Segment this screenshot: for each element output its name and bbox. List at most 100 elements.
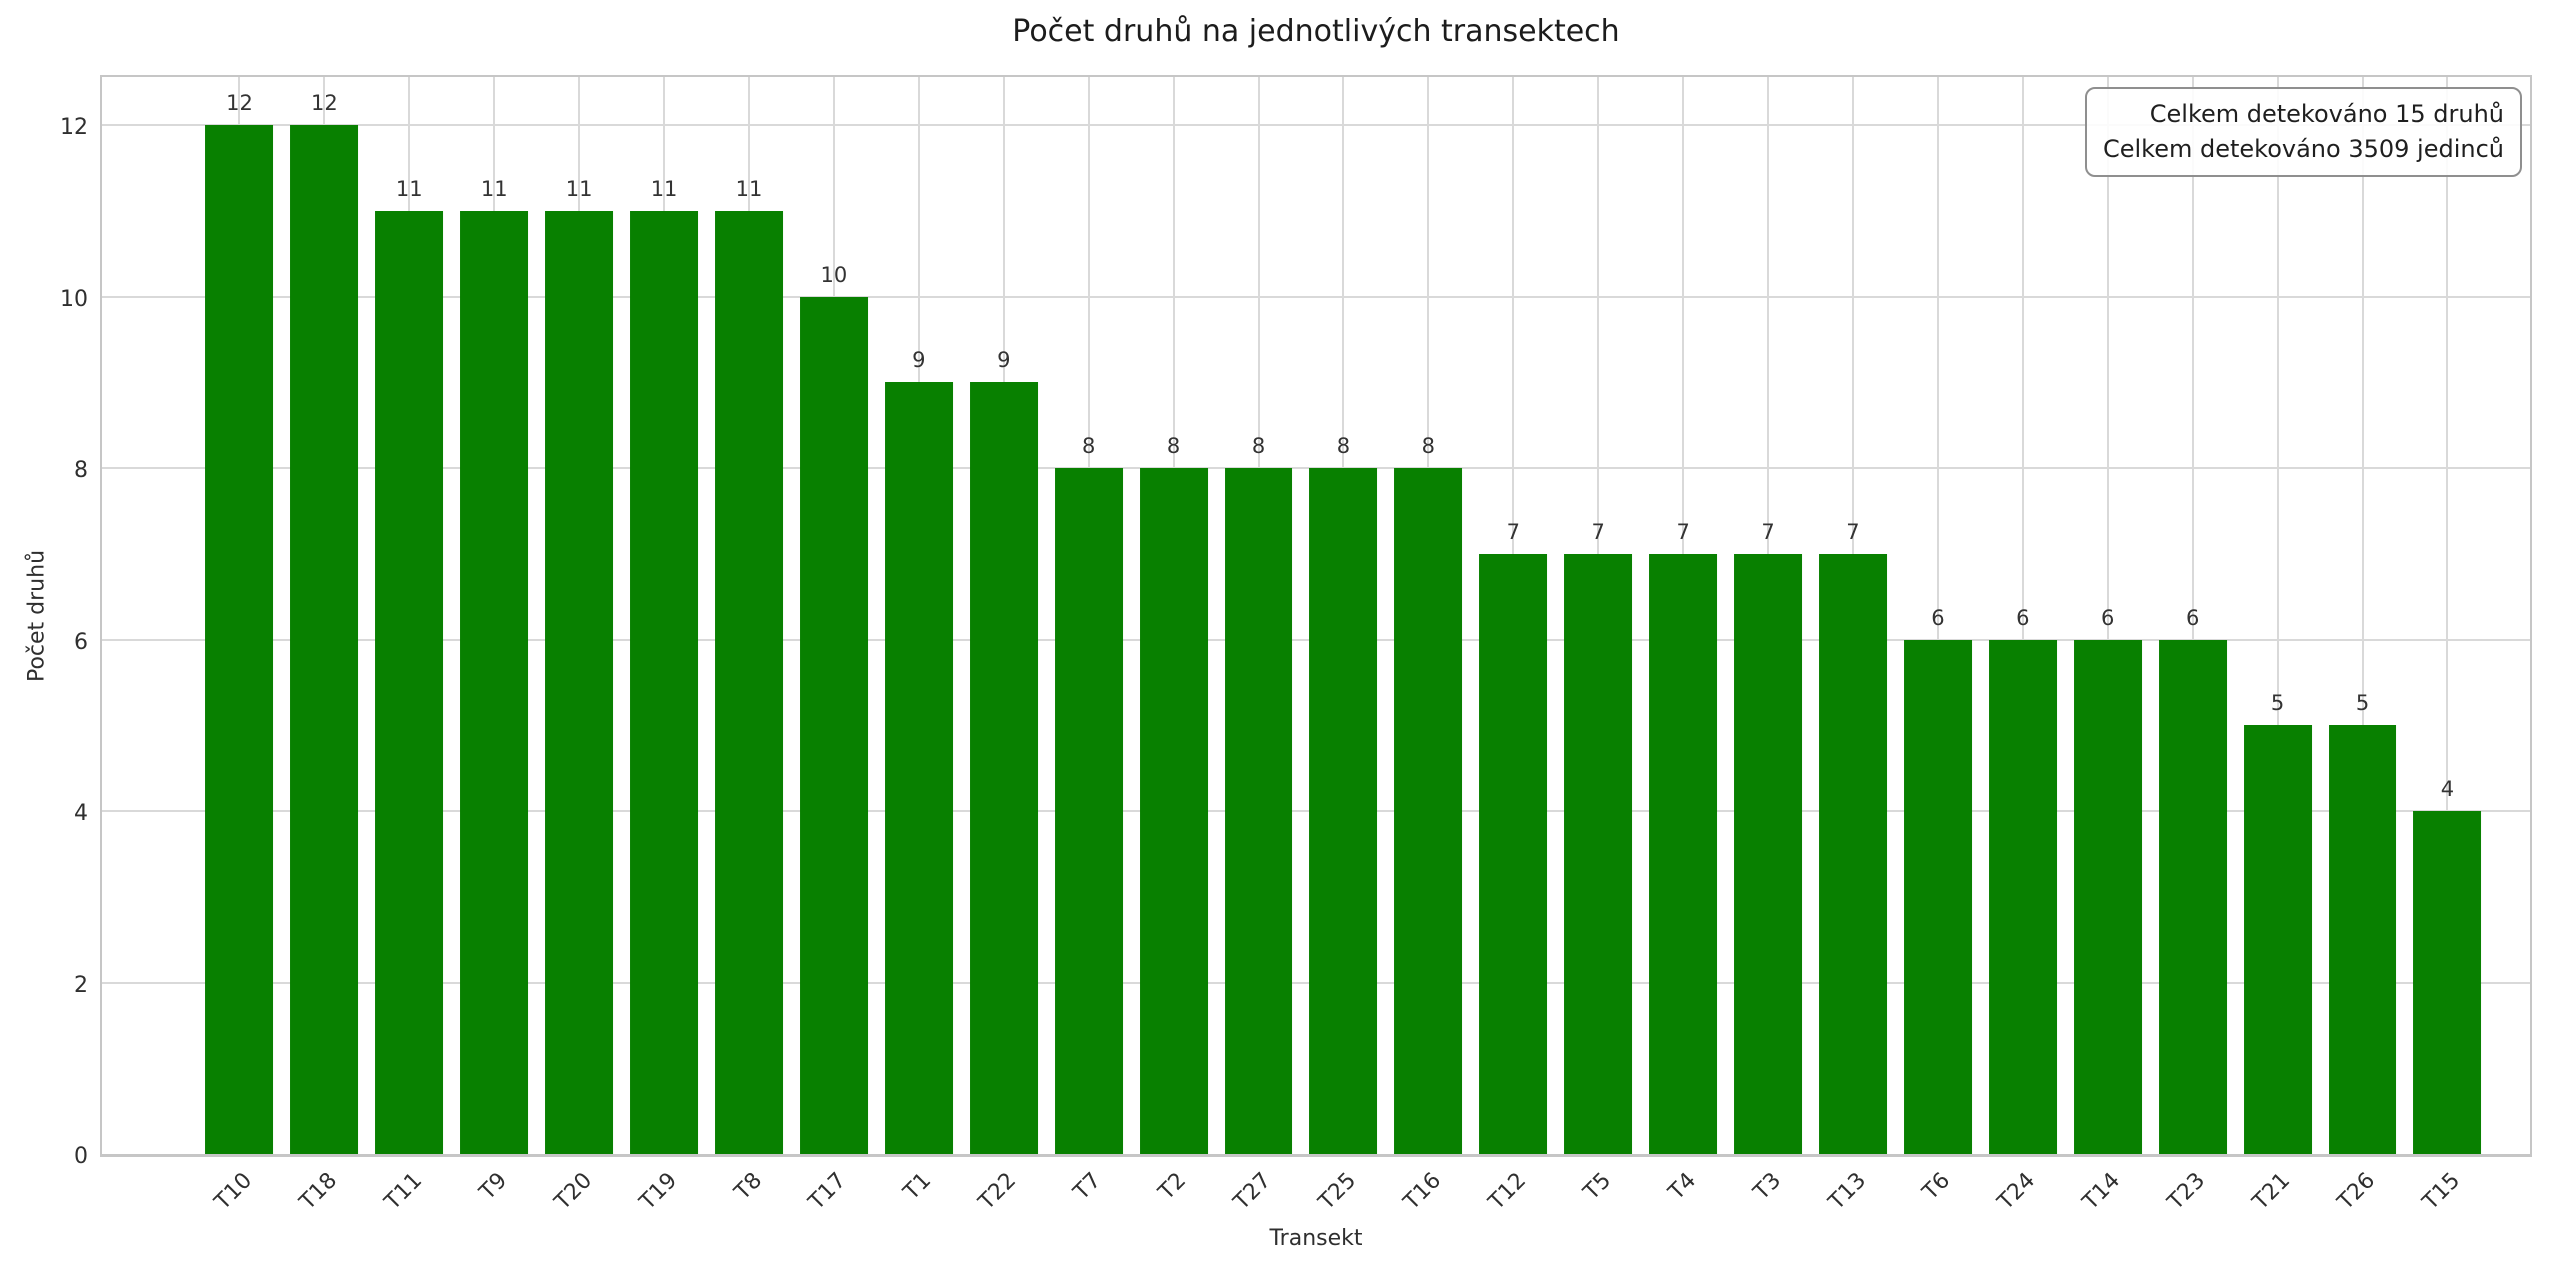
bar-slot-T18: 12 T18 [282, 77, 367, 1215]
bar-slot-T26: 5 T26 [2320, 77, 2405, 1215]
bar-value-label: 5 [2355, 691, 2370, 716]
x-tick-label-T11: T11 [380, 1168, 427, 1215]
bar-T16 [1394, 468, 1463, 1154]
bar-value-label: 8 [1251, 434, 1266, 458]
bar-slot-T16: 8 T16 [1386, 77, 1471, 1215]
vertical-gridline [2361, 77, 2364, 1154]
bar-slot-T11: 11 T11 [367, 77, 452, 1215]
bar-value-label: 5 [2270, 691, 2285, 716]
x-tick-label-T12: T12 [1483, 1168, 1531, 1215]
bar-value-label: 7 [1761, 519, 1775, 544]
x-tick-label-T7: T7 [1069, 1168, 1107, 1206]
bar-value-label: 11 [565, 176, 593, 201]
bar-T18 [290, 125, 359, 1154]
bar-T27 [1224, 468, 1293, 1154]
bar-value-label: 8 [1166, 434, 1181, 458]
bar-value-label: 7 [1676, 519, 1690, 544]
bar-value-label: 6 [1931, 605, 1945, 630]
bar-value-label: 4 [2440, 777, 2455, 801]
x-tick-label-T24: T24 [1993, 1168, 2041, 1215]
y-tick-label: 4 [74, 801, 88, 826]
bar-slot-T14: 6 T14 [2065, 77, 2150, 1215]
bar-slot-T9: 11 T9 [452, 77, 537, 1205]
x-tick-label-T22: T22 [974, 1168, 1022, 1215]
bar-slot-T3: 7 T3 [1726, 77, 1811, 1205]
vertical-gridline [2276, 77, 2279, 1154]
x-tick-label-T27: T27 [1229, 1168, 1277, 1215]
x-tick-label-T3: T3 [1748, 1168, 1786, 1206]
bar-T26 [2328, 725, 2397, 1154]
bar-T11 [375, 210, 444, 1154]
bar-value-label: 7 [1506, 519, 1520, 544]
x-tick-label-T5: T5 [1578, 1168, 1616, 1206]
bar-T14 [2073, 639, 2142, 1154]
bar-T17 [799, 296, 868, 1154]
bar-slot-T8: 11 T8 [707, 77, 792, 1205]
x-tick-label-T21: T21 [2248, 1168, 2296, 1215]
bar-value-label: 8 [1421, 434, 1436, 458]
bar-T4 [1649, 553, 1718, 1154]
bar-slot-T4: 7 T4 [1641, 77, 1726, 1205]
plot-area: 12 T10 12 T18 11 T11 11 T9 11 T20 11 T19 11 T8 10 T17 9 T… [100, 75, 2532, 1215]
bar-value-label: 8 [1336, 434, 1351, 458]
bar-value-label: 6 [2101, 605, 2115, 630]
horizontal-gridline [102, 124, 2530, 126]
bar-slot-T1: 9 T1 [876, 77, 961, 1205]
x-tick-label-T17: T17 [804, 1168, 852, 1215]
bar-value-label: 11 [480, 176, 508, 201]
bar-slot-T27: 8 T27 [1216, 77, 1301, 1215]
y-tick-label: 2 [74, 972, 88, 998]
bar-value-label: 12 [226, 91, 253, 115]
bar-T3 [1734, 553, 1803, 1154]
bar-slot-T20: 11 T20 [537, 77, 622, 1215]
bar-value-label: 12 [311, 91, 338, 115]
bar-T6 [1903, 639, 1972, 1154]
x-tick-label-T23: T23 [2163, 1168, 2211, 1215]
bar-T25 [1309, 468, 1378, 1154]
bar-slot-T22: 9 T22 [961, 77, 1046, 1215]
x-tick-label-T25: T25 [1314, 1168, 1362, 1215]
x-tick-label-T18: T18 [295, 1168, 343, 1215]
bar-slot-T21: 5 T21 [2235, 77, 2320, 1215]
bar-slot-T17: 10 T17 [791, 77, 876, 1215]
vertical-gridline [2446, 77, 2449, 1154]
bar-slot-T6: 6 T6 [1895, 77, 1980, 1205]
x-tick-label-T19: T19 [634, 1168, 682, 1215]
vertical-gridline [2191, 77, 2194, 1154]
bar-T21 [2243, 725, 2312, 1154]
x-tick-label-T2: T2 [1154, 1168, 1192, 1206]
vertical-gridline [2021, 77, 2024, 1154]
bar-value-label: 11 [650, 176, 678, 201]
annotation-line-individuals-total: Celkem detekováno 3509 jedinců [2102, 135, 2504, 163]
x-tick-label-T26: T26 [2333, 1168, 2381, 1215]
bar-T12 [1479, 553, 1548, 1154]
bar-T24 [1988, 639, 2057, 1154]
x-tick-label-T6: T6 [1918, 1168, 1956, 1206]
bar-slot-T19: 11 T19 [622, 77, 707, 1215]
bars-row: 12 T10 12 T18 11 T11 11 T9 11 T20 11 T19 11 T8 10 T17 9 T… [102, 77, 2530, 1215]
bar-value-label: 7 [1846, 519, 1860, 544]
bar-T22 [969, 382, 1038, 1154]
bar-value-label: 7 [1591, 519, 1605, 544]
bar-T7 [1054, 468, 1123, 1154]
bar-value-label: 9 [997, 348, 1011, 373]
bar-value-label: 11 [735, 176, 763, 201]
annotation-box: Celkem detekováno 15 druhů Celkem deteko… [2084, 87, 2522, 177]
bar-slot-T25: 8 T25 [1301, 77, 1386, 1215]
x-tick-label-T1: T1 [899, 1168, 937, 1206]
bar-T9 [460, 210, 529, 1154]
bar-slot-T24: 6 T24 [1980, 77, 2065, 1215]
bar-slot-T10: 12 T10 [197, 77, 282, 1215]
y-tick-label: 0 [74, 1144, 88, 1169]
x-tick-label-T10: T10 [210, 1168, 258, 1215]
bar-T20 [545, 210, 614, 1154]
bar-slot-T15: 4 T15 [2405, 77, 2490, 1215]
x-tick-label-T13: T13 [1823, 1168, 1871, 1215]
x-tick-label-T4: T4 [1663, 1168, 1701, 1206]
horizontal-gridline [102, 295, 2530, 298]
bar-slot-T23: 6 T23 [2150, 77, 2235, 1215]
x-tick-label-T16: T16 [1399, 1168, 1447, 1215]
bar-slot-T12: 7 T12 [1471, 77, 1556, 1215]
bar-T10 [205, 125, 274, 1154]
bar-slot-T7: 8 T7 [1046, 77, 1131, 1205]
